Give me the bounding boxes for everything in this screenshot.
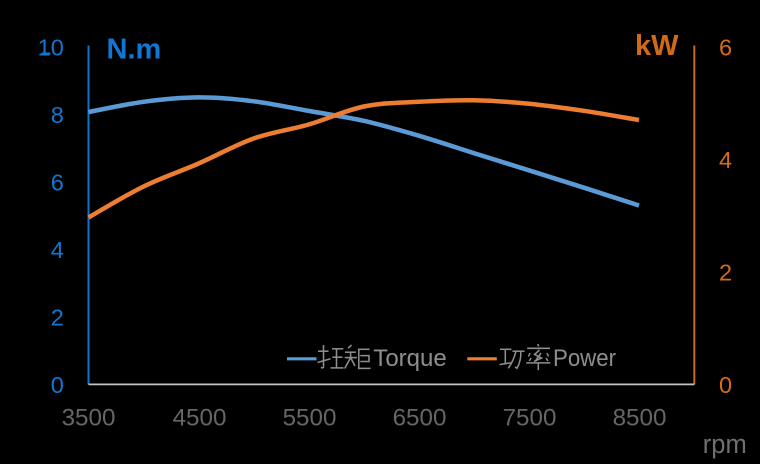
svg-text:0: 0 <box>51 372 64 398</box>
svg-text:4: 4 <box>51 237 64 263</box>
svg-text:Torque: Torque <box>373 345 447 372</box>
svg-text:2: 2 <box>719 259 732 285</box>
svg-text:5500: 5500 <box>283 404 337 431</box>
svg-text:kW: kW <box>635 30 679 62</box>
svg-text:6500: 6500 <box>393 404 447 431</box>
svg-text:N.m: N.m <box>107 33 162 65</box>
svg-text:4: 4 <box>719 147 732 173</box>
svg-text:8: 8 <box>51 102 64 128</box>
svg-text:2: 2 <box>51 304 64 330</box>
svg-text:10: 10 <box>38 34 64 60</box>
svg-text:8500: 8500 <box>613 404 667 431</box>
svg-text:0: 0 <box>719 372 732 398</box>
svg-text:4500: 4500 <box>173 404 227 431</box>
svg-text:rpm: rpm <box>703 431 747 459</box>
svg-text:7500: 7500 <box>503 404 557 431</box>
svg-text:Power: Power <box>553 345 616 372</box>
svg-text:6: 6 <box>51 169 64 195</box>
svg-text:3500: 3500 <box>62 404 116 431</box>
svg-text:6: 6 <box>719 34 732 60</box>
